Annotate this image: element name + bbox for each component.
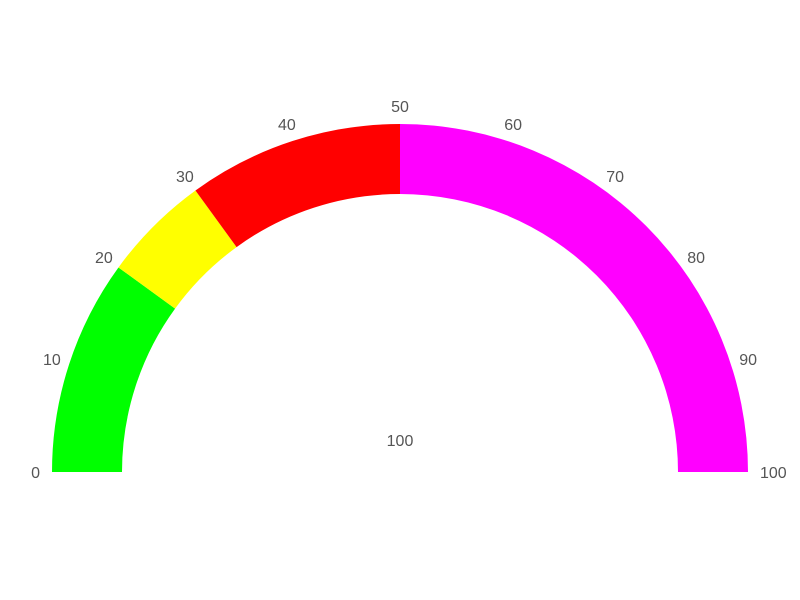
- gauge-tick-labels: 0 10 20 30 40 50 60 70 80 90 100: [31, 99, 787, 482]
- gauge-bands: [52, 124, 748, 472]
- gauge-tick-label: 50: [391, 99, 409, 116]
- gauge-tick-label: 70: [606, 169, 624, 186]
- gauge-tick-label: 10: [43, 352, 61, 369]
- gauge-value-label: 100: [387, 433, 414, 450]
- gauge-band-1: [52, 267, 176, 472]
- gauge-band-4: [400, 124, 748, 472]
- gauge-tick-label: 0: [31, 465, 40, 482]
- gauge-tick-label: 100: [760, 465, 787, 482]
- gauge-tick-label: 20: [95, 250, 113, 267]
- gauge-band-2: [118, 190, 237, 309]
- gauge-band-3: [195, 124, 400, 248]
- gauge-tick-label: 80: [687, 250, 705, 267]
- gauge-tick-label: 60: [504, 117, 522, 134]
- gauge-tick-label: 40: [278, 117, 296, 134]
- gauge-tick-label: 90: [739, 352, 757, 369]
- gauge-tick-label: 30: [176, 169, 194, 186]
